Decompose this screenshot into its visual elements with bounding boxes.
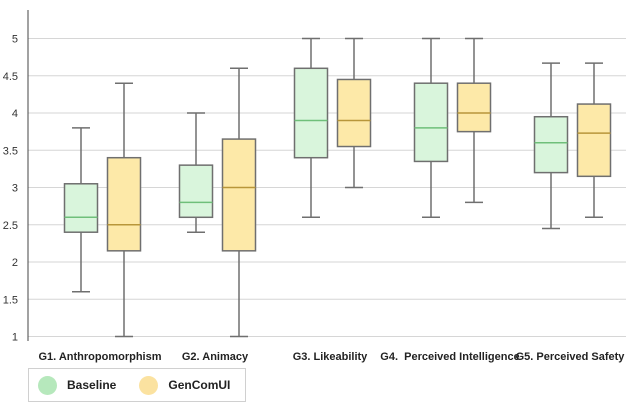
legend-item-baseline: Baseline [38,375,117,395]
box-iqr [336,78,372,148]
legend-swatch-gencomui [139,375,159,395]
y-tick-label: 3.5 [3,145,18,157]
box-iqr [533,115,569,174]
box-gencomui-1 [221,67,257,338]
box-iqr [413,82,449,163]
category-label: G2. Animacy [182,351,249,363]
boxes [63,37,612,338]
y-tick-label: 5 [12,34,18,46]
box-iqr [456,82,492,133]
box-baseline-3 [413,37,449,219]
box-iqr [293,67,329,159]
box-gencomui-4 [576,62,612,219]
y-tick-label: 2.5 [3,220,18,232]
category-label: G1. Anthropomorphism [38,351,161,363]
y-tick-labels: 1 1.5 2 2.5 3 3.5 4 4.5 5 [3,34,18,344]
box-iqr [63,183,99,233]
legend: Baseline GenComUI [28,368,246,402]
legend-label-gencomui: GenComUI [168,378,231,392]
box-gencomui-2 [336,37,372,189]
box-baseline-0 [63,127,99,293]
y-tick-label: 1.5 [3,294,18,306]
box-gencomui-0 [106,82,142,338]
y-tick-label: 2 [12,257,18,269]
y-tick-label: 1 [12,332,18,344]
box-iqr [106,156,142,252]
category-label: G4. Perceived Intelligence [380,351,519,363]
box-iqr [576,103,612,178]
y-tick-label: 4.5 [3,71,18,83]
box-gencomui-3 [456,37,492,204]
box-baseline-1 [178,112,214,233]
y-tick-label: 3 [12,183,18,195]
legend-label-baseline: Baseline [67,378,117,392]
box-iqr [221,138,257,252]
box-baseline-2 [293,37,329,219]
category-label: G5. Perceived Safety [516,351,626,363]
legend-swatch-baseline [38,375,57,395]
category-label: G3. Likeability [293,351,368,363]
legend-item-gencomui: GenComUI [139,375,231,395]
y-tick-label: 4 [12,108,18,120]
category-labels: G1. Anthropomorphism G2. Animacy G3. Likea… [38,351,625,363]
box-iqr [178,164,214,219]
box-baseline-4 [533,62,569,230]
